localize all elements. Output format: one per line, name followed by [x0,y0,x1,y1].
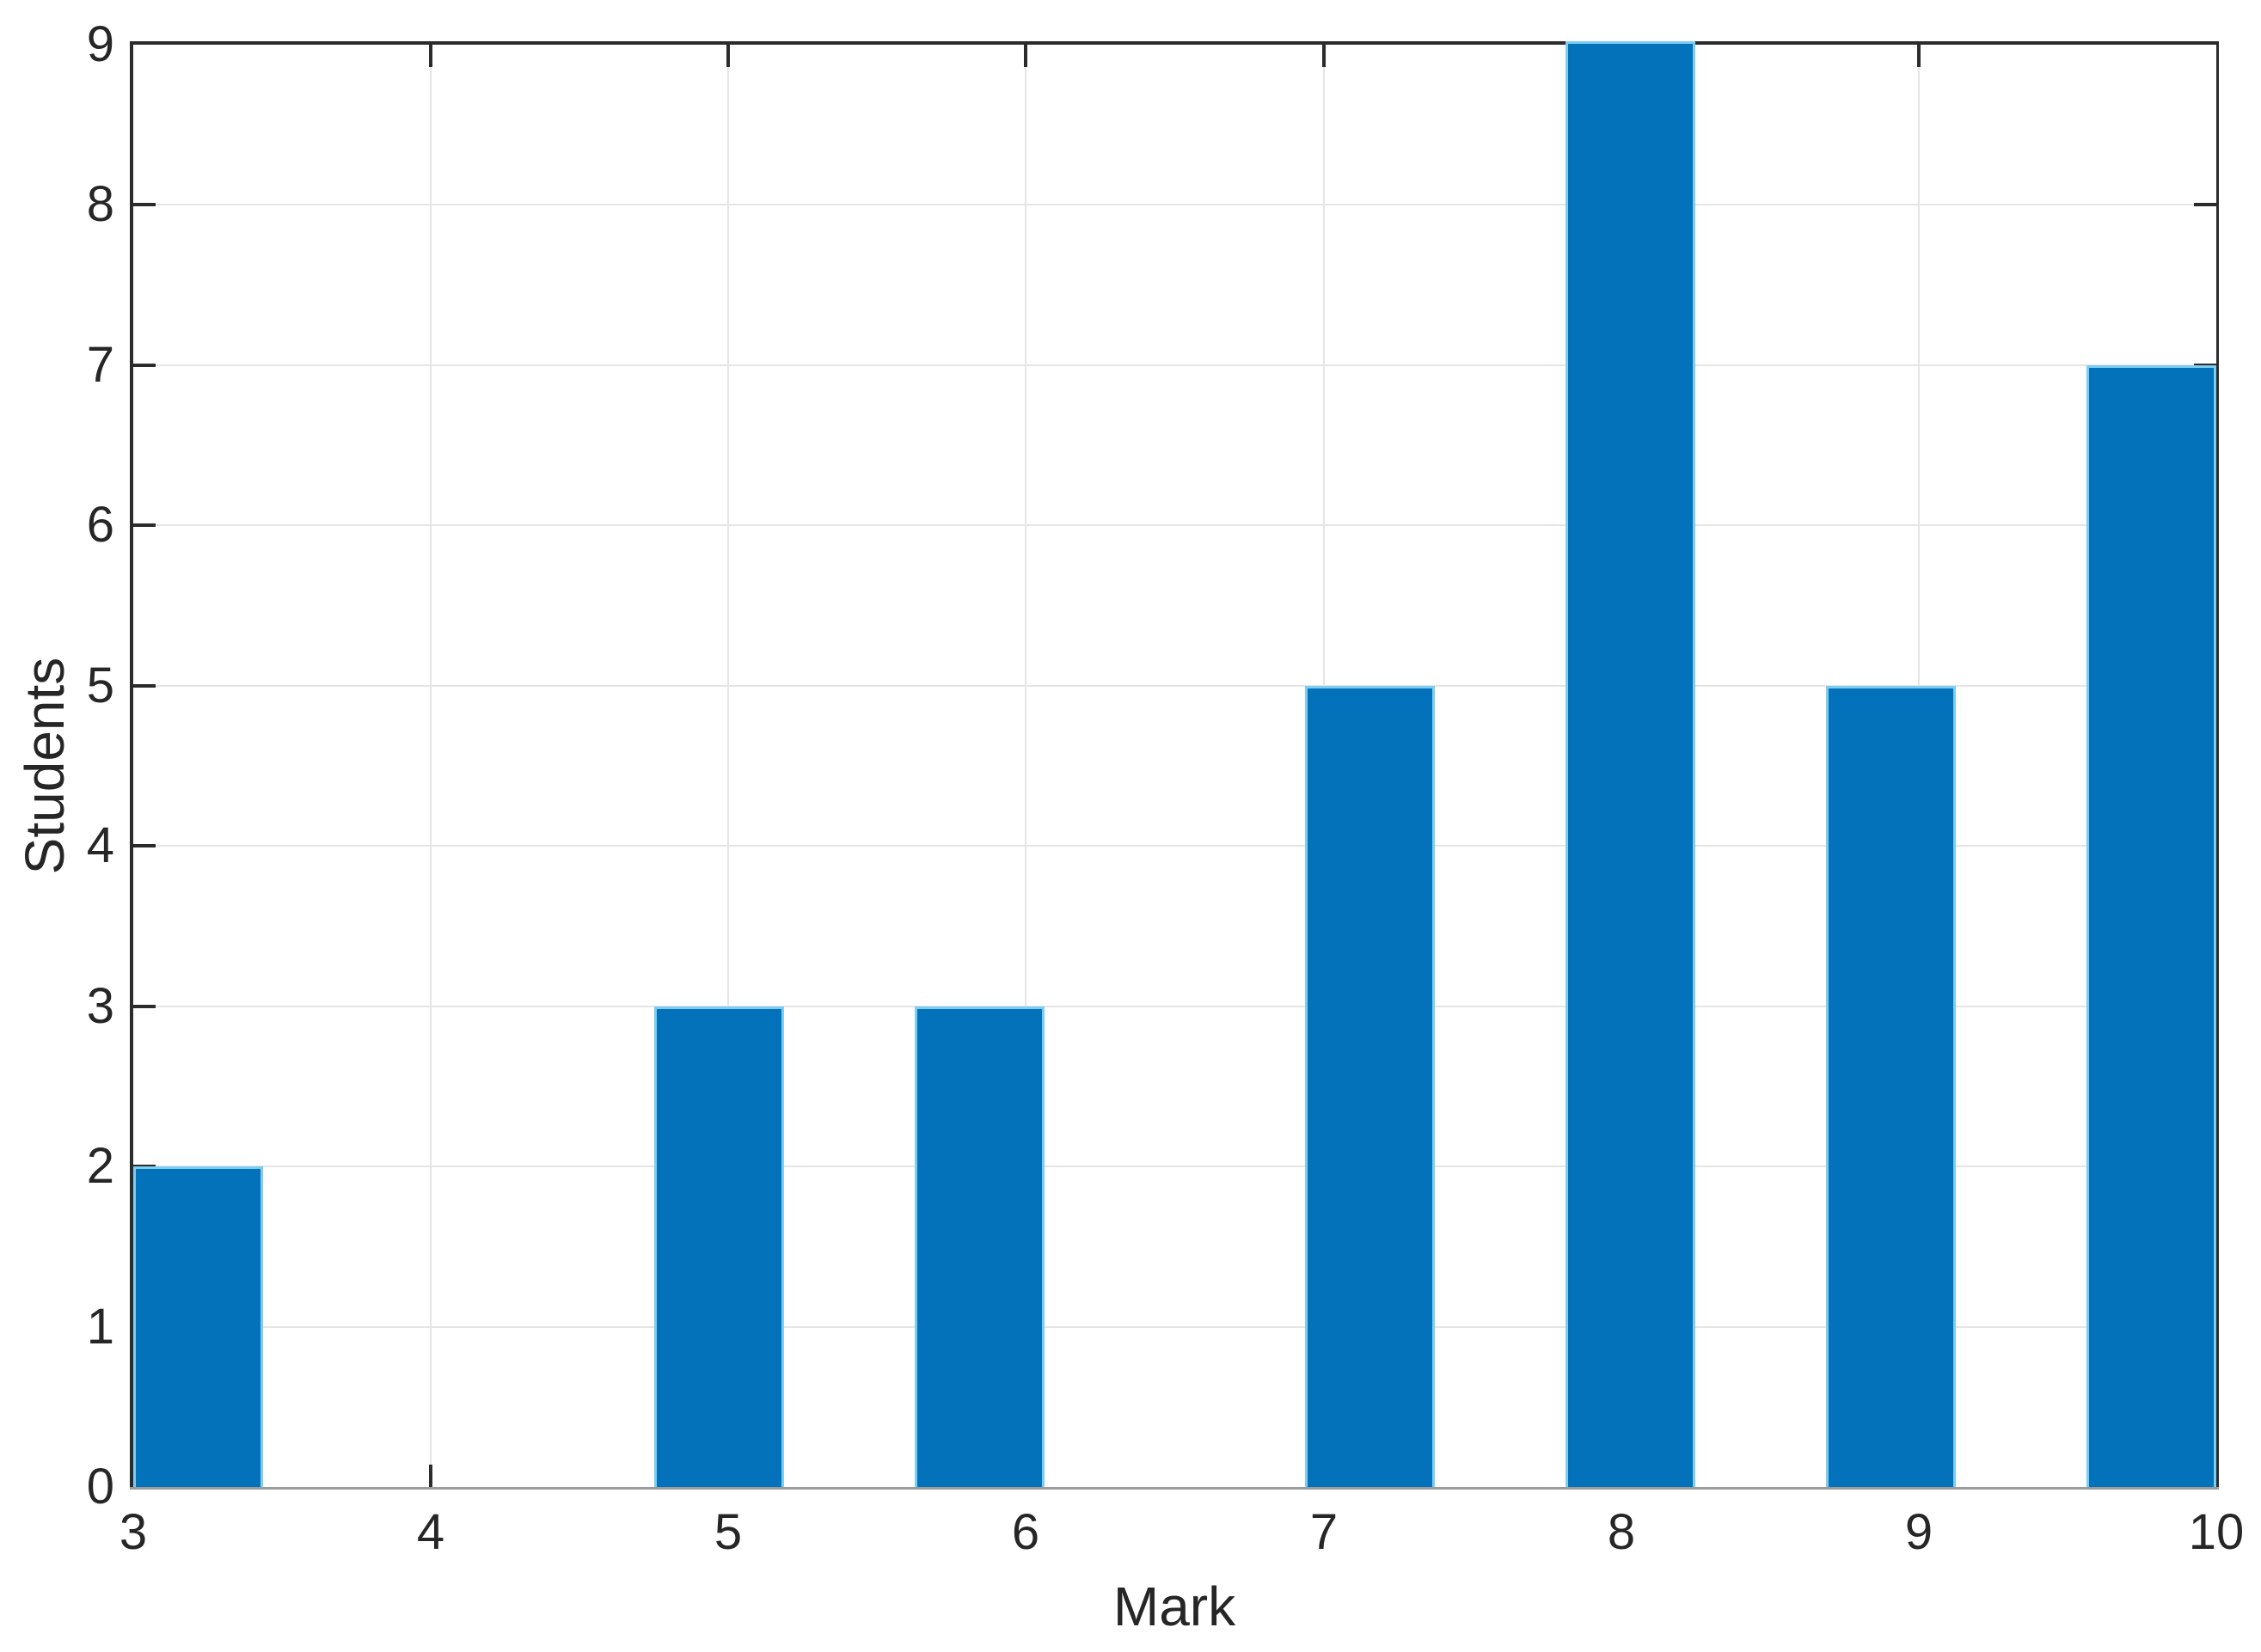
x-tick-label: 10 [2188,1504,2245,1560]
y-tickmark-right [2194,203,2216,206]
h-gridline [133,845,2219,847]
y-tickmark-left [133,1005,156,1008]
y-tick-label: 3 [86,978,114,1034]
bar-mark-6 [915,1006,1045,1487]
x-tick-label: 6 [1011,1504,1040,1560]
x-tick-label: 8 [1607,1504,1636,1560]
bar-mark-3 [133,1166,263,1487]
h-gridline [133,685,2219,687]
v-gridline [1025,45,1026,1487]
h-gridline [133,524,2219,526]
y-tickmark-left [133,844,156,847]
y-tick-label: 5 [86,658,114,713]
bar-mark-7 [1305,686,1435,1487]
x-axis-line [130,1487,2219,1490]
x-axis-label: Mark [1112,1576,1236,1637]
y-tick-label: 1 [86,1299,114,1355]
y-tick-label: 4 [86,817,114,873]
bar-mark-9 [1826,686,1956,1487]
x-tick-label: 9 [1904,1504,1933,1560]
plot-frame-right [2216,41,2219,1490]
y-tickmark-left [133,684,156,688]
bar-mark-5 [654,1006,784,1487]
x-tick-label: 3 [119,1504,148,1560]
y-tickmark-left [133,364,156,367]
y-tick-label: 8 [86,176,114,232]
y-tickmark-left [133,203,156,206]
h-gridline [133,204,2219,205]
h-gridline [133,1166,2219,1167]
x-tickmark-top [429,45,432,67]
bar-mark-10 [2086,365,2216,1487]
y-tick-label: 9 [86,16,114,72]
y-axis-line [130,41,133,1490]
plot-frame-top [130,41,2219,45]
x-tick-label: 7 [1309,1504,1339,1560]
y-axis-label: Students [14,657,76,875]
x-tickmark-bottom [429,1465,432,1487]
y-tickmark-left [133,523,156,527]
x-tickmark-top [726,45,730,67]
y-tick-label: 0 [86,1459,114,1514]
x-tickmark-top [1917,45,1921,67]
y-tick-label: 2 [86,1138,114,1194]
v-gridline [727,45,729,1487]
x-tick-label: 4 [416,1504,445,1560]
bar-mark-8 [1566,41,1695,1487]
y-tick-label: 6 [86,497,114,553]
x-tickmark-top [1322,45,1326,67]
x-tick-label: 5 [714,1504,743,1560]
h-gridline [133,364,2219,366]
y-tick-label: 7 [86,337,114,393]
h-gridline [133,1326,2219,1328]
h-gridline [133,1006,2219,1007]
x-tickmark-top [1024,45,1027,67]
v-gridline [430,45,432,1487]
